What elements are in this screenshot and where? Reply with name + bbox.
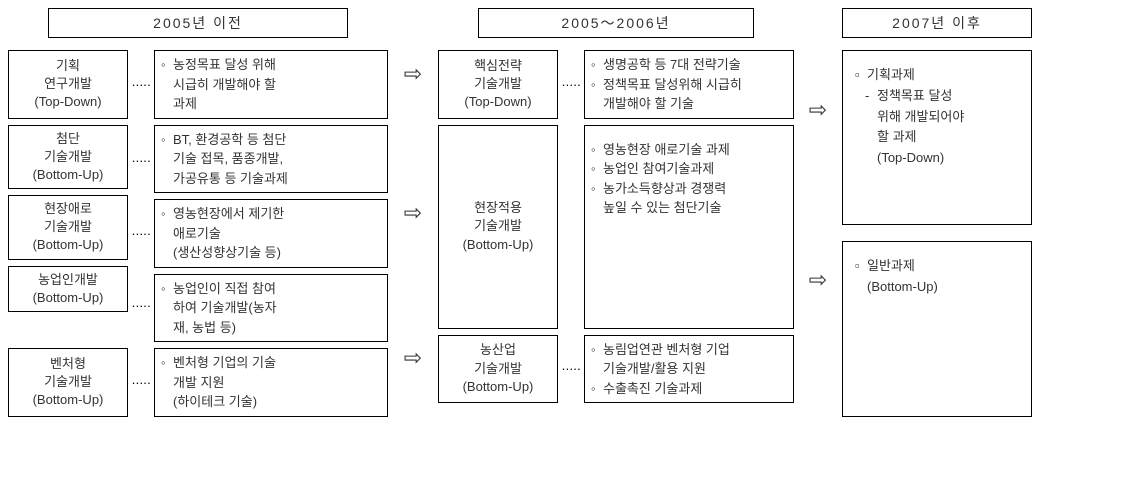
period-3-header: 2007년 이후: [842, 8, 1032, 38]
desc-item: 농업인이 직접 참여 하여 기술개발(농자 재, 농법 등): [159, 279, 379, 338]
dotted-connector: ·····: [128, 270, 154, 343]
dotted-connector: ·····: [558, 335, 584, 404]
label-line: 연구개발: [15, 75, 121, 93]
label-line: 기술개발: [15, 148, 121, 166]
desc-item: 농업인 참여기술과제: [589, 159, 785, 179]
p1-row-5: 벤처형 기술개발 (Bottom-Up) ····· 벤처형 기업의 기술 개발…: [8, 348, 388, 417]
p1-r2-left: 첨단 기술개발 (Bottom-Up): [8, 125, 128, 190]
p1-r5-right: 벤처형 기업의 기술 개발 지원 (하이테크 기술): [154, 348, 388, 417]
period-2-rows: 핵심전략 기술개발 (Top-Down) ····· 생명공학 등 7대 전략기…: [438, 50, 794, 403]
desc-item: BT, 환경공학 등 첨단 기술 접목, 품종개발, 가공유통 등 기술과제: [159, 130, 379, 189]
desc-item: 생명공학 등 7대 전략기술: [589, 55, 785, 75]
p1-stacked-right: BT, 환경공학 등 첨단 기술 접목, 품종개발, 가공유통 등 기술과제 영…: [154, 125, 388, 343]
p3-box-2: 일반과제 (Bottom-Up): [842, 241, 1032, 416]
label-line: 현장애로: [15, 200, 121, 218]
arrow-right-icon: ⇨: [794, 180, 842, 380]
p1-r3-left: 현장애로 기술개발 (Bottom-Up): [8, 195, 128, 260]
label-line: (Bottom-Up): [15, 166, 121, 184]
desc-item: 농림업연관 벤처형 기업 기술개발/활용 지원: [589, 340, 785, 379]
p2-r2-left: 현장적용 기술개발 (Bottom-Up): [438, 125, 558, 329]
period-1-header: 2005년 이전: [48, 8, 348, 38]
p3-box-1: 기획과제 정책목표 달성 위해 개발되어야 할 과제 (Top-Down): [842, 50, 1032, 225]
label-line: (Bottom-Up): [15, 236, 121, 254]
arrows-p2-p3: ⇨ ⇨: [794, 8, 842, 417]
dotted-connector: ·····: [128, 50, 154, 119]
label-line: 농산업: [445, 341, 551, 359]
p1-r4-right: 농업인이 직접 참여 하여 기술개발(농자 재, 농법 등): [154, 274, 388, 343]
p1-rows-2-4: 첨단 기술개발 (Bottom-Up) 현장애로 기술개발 (Bottom-Up…: [8, 125, 388, 343]
period-1-rows: 기획 연구개발 (Top-Down) ····· 농정목표 달성 위해 시급히 …: [8, 50, 388, 417]
arrow-right-icon: ⇨: [794, 40, 842, 180]
p1-stacked-left: 첨단 기술개발 (Bottom-Up) 현장애로 기술개발 (Bottom-Up…: [8, 125, 128, 343]
p1-r1-right: 농정목표 달성 위해 시급히 개발해야 할 과제: [154, 50, 388, 119]
arrows-p1-p2: ⇨ ⇨ ⇨: [388, 8, 438, 417]
label-line: (Bottom-Up): [445, 378, 551, 396]
p1-r1-left: 기획 연구개발 (Top-Down): [8, 50, 128, 119]
dotted-connector: ·····: [128, 125, 154, 198]
p3-sub: 정책목표 달성 위해 개발되어야 할 과제 (Top-Down): [853, 86, 1021, 169]
dotted-connector: ·····: [558, 50, 584, 119]
label-line: 기술개발: [15, 218, 121, 236]
p1-r2-right: BT, 환경공학 등 첨단 기술 접목, 품종개발, 가공유통 등 기술과제: [154, 125, 388, 194]
desc-item: 농정목표 달성 위해 시급히 개발해야 할 과제: [159, 55, 379, 114]
p2-r2-right: 영농현장 애로기술 과제 농업인 참여기술과제 농가소득향상과 경쟁력 높일 수…: [584, 125, 794, 329]
label-line: 첨단: [15, 130, 121, 148]
desc-item: 정책목표 달성위해 시급히 개발해야 할 기술: [589, 75, 785, 114]
label-line: 벤처형: [15, 355, 121, 373]
p2-row-2: 현장적용 기술개발 (Bottom-Up) 영농현장 애로기술 과제 농업인 참…: [438, 125, 794, 329]
period-3-column: 2007년 이후 기획과제 정책목표 달성 위해 개발되어야 할 과제 (Top…: [842, 8, 1032, 417]
label-line: (Top-Down): [15, 93, 121, 111]
dotted-connector: ·····: [128, 348, 154, 417]
period-1-column: 2005년 이전 기획 연구개발 (Top-Down) ····· 농정목표 달…: [8, 8, 388, 417]
p2-r3-right: 농림업연관 벤처형 기업 기술개발/활용 지원 수출촉진 기술과제: [584, 335, 794, 404]
label-line: (Bottom-Up): [445, 236, 551, 254]
desc-item: 벤처형 기업의 기술 개발 지원 (하이테크 기술): [159, 353, 379, 412]
desc-item: 영농현장 애로기술 과제: [589, 140, 785, 160]
evolution-diagram: 2005년 이전 기획 연구개발 (Top-Down) ····· 농정목표 달…: [8, 8, 1121, 417]
label-line: 현장적용: [445, 199, 551, 217]
label-line: 기술개발: [445, 75, 551, 93]
p1-stacked-connectors: ····· ····· ·····: [128, 125, 154, 343]
period-2-column: 2005～2006년 핵심전략 기술개발 (Top-Down) ····· 생명…: [438, 8, 794, 417]
desc-item: 영농현장에서 제기한 애로기술 (생산성향상기술 등): [159, 204, 379, 263]
p3-item: 일반과제 (Bottom-Up): [853, 256, 1021, 298]
p3-item: 기획과제: [853, 65, 1021, 86]
p1-r5-left: 벤처형 기술개발 (Bottom-Up): [8, 348, 128, 417]
label-line: 농업인개발: [15, 271, 121, 289]
desc-item: 농가소득향상과 경쟁력 높일 수 있는 첨단기술: [589, 179, 785, 218]
label-line: 기술개발: [445, 360, 551, 378]
label-line: (Bottom-Up): [15, 391, 121, 409]
arrow-right-icon: ⇨: [388, 108, 438, 318]
dotted-connector: ·····: [128, 197, 154, 270]
label-line: 기술개발: [445, 217, 551, 235]
dotted-connector: [558, 125, 584, 329]
p2-r3-left: 농산업 기술개발 (Bottom-Up): [438, 335, 558, 404]
label-line: 기술개발: [15, 373, 121, 391]
label-line: (Top-Down): [445, 93, 551, 111]
arrow-right-icon: ⇨: [388, 40, 438, 108]
desc-item: 수출촉진 기술과제: [589, 379, 785, 399]
label-line: 기획: [15, 57, 121, 75]
label-line: (Bottom-Up): [15, 289, 121, 307]
period-2-header: 2005～2006년: [478, 8, 754, 38]
period-3-boxes: 기획과제 정책목표 달성 위해 개발되어야 할 과제 (Top-Down) 일반…: [842, 50, 1032, 417]
p2-row-1: 핵심전략 기술개발 (Top-Down) ····· 생명공학 등 7대 전략기…: [438, 50, 794, 119]
p1-r3-right: 영농현장에서 제기한 애로기술 (생산성향상기술 등): [154, 199, 388, 268]
p2-r1-left: 핵심전략 기술개발 (Top-Down): [438, 50, 558, 119]
p2-row-3: 농산업 기술개발 (Bottom-Up) ····· 농림업연관 벤처형 기업 …: [438, 335, 794, 404]
p1-row-1: 기획 연구개발 (Top-Down) ····· 농정목표 달성 위해 시급히 …: [8, 50, 388, 119]
p1-r4-left: 농업인개발 (Bottom-Up): [8, 266, 128, 312]
arrow-right-icon: ⇨: [388, 318, 438, 398]
label-line: 핵심전략: [445, 57, 551, 75]
p2-r1-right: 생명공학 등 7대 전략기술 정책목표 달성위해 시급히 개발해야 할 기술: [584, 50, 794, 119]
